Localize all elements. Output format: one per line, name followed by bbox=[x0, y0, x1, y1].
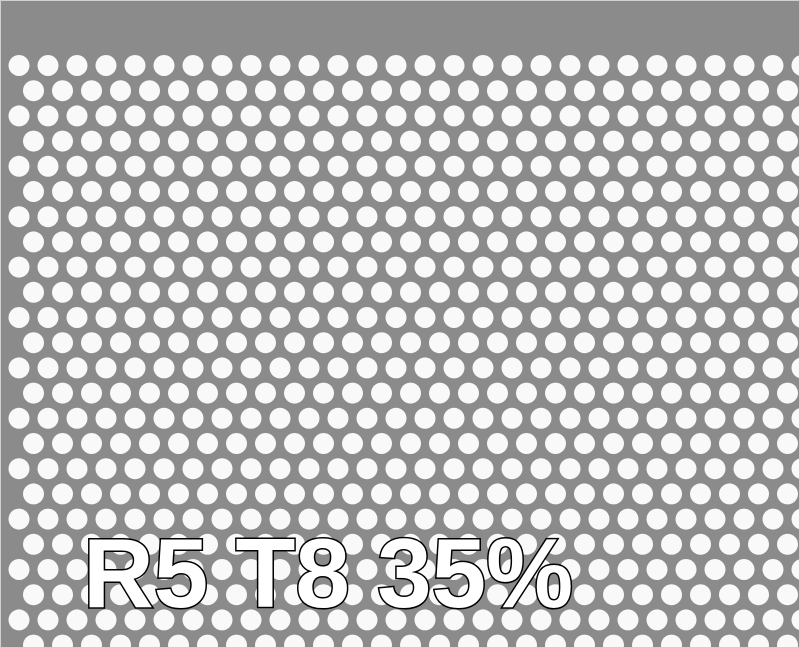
spec-label: R5 T8 35% bbox=[83, 517, 573, 630]
perforation-diagram: R5 T8 35% bbox=[0, 0, 800, 648]
